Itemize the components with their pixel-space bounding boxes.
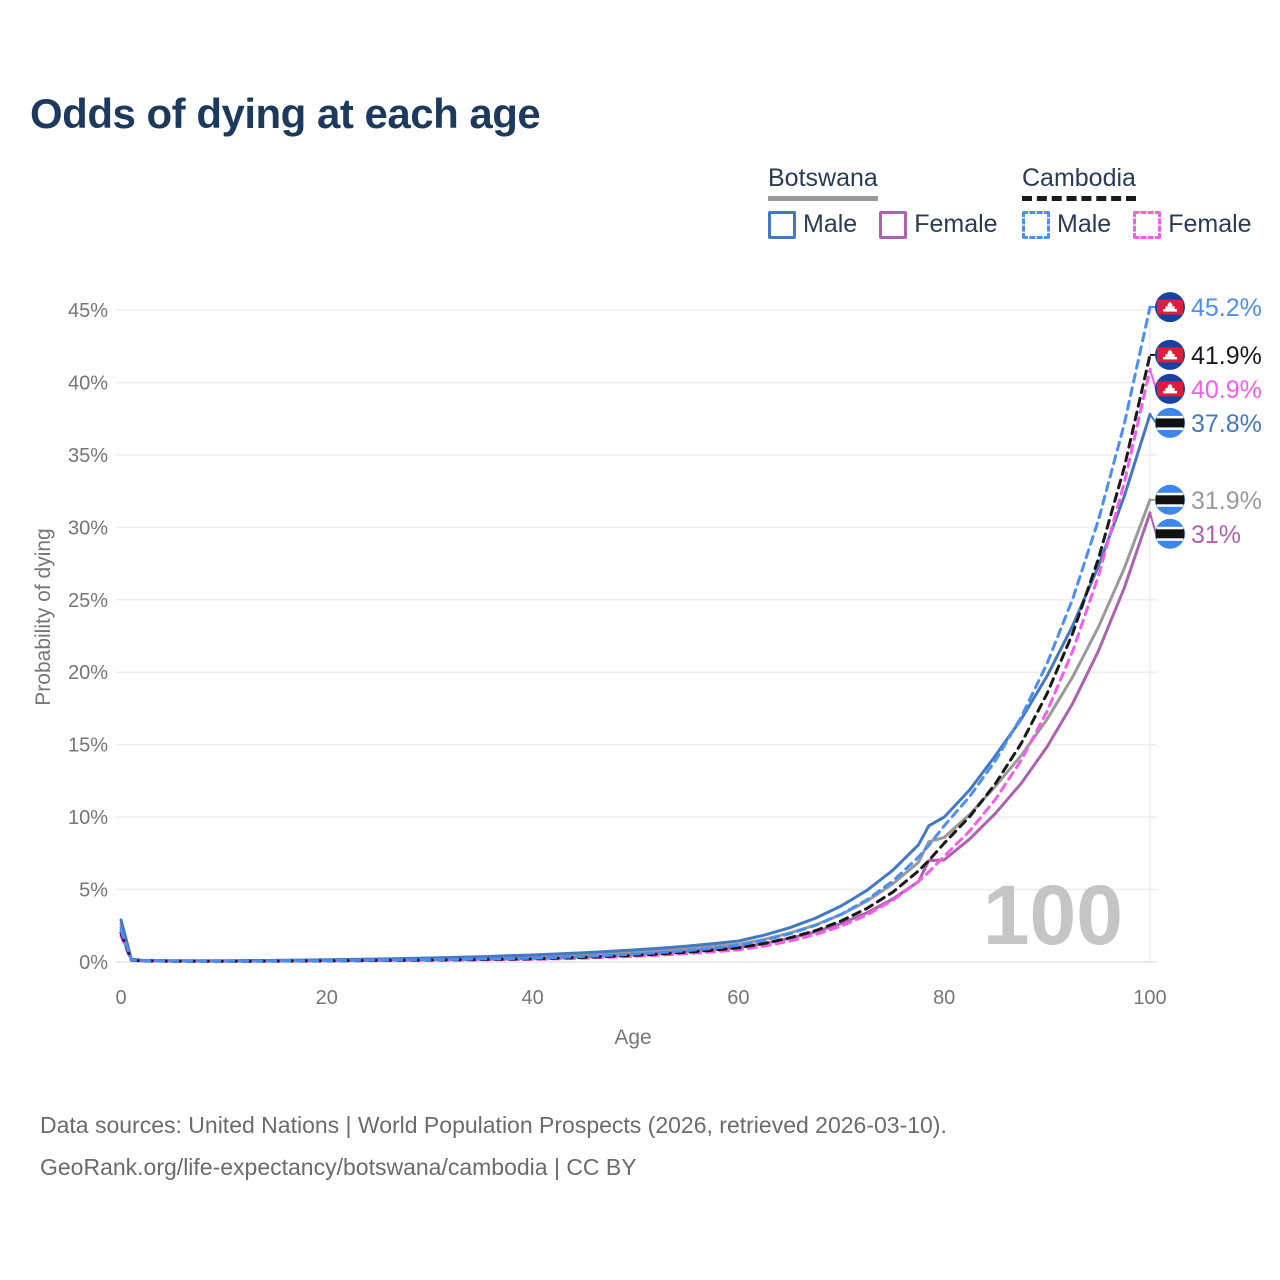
legend-item-botswana-male[interactable]: Male: [768, 210, 857, 239]
series-line-cambodia-male[interactable]: [119, 305, 1152, 963]
botswana-flag-icon-male: [1155, 407, 1185, 438]
y-tick-label: 35%: [68, 445, 108, 467]
y-tick-label: 30%: [68, 517, 108, 539]
footer-data-sources: Data sources: United Nations | World Pop…: [40, 1112, 947, 1138]
legend-item-cambodia-male[interactable]: Male: [1022, 210, 1111, 239]
legend-item-label: Female: [914, 210, 998, 238]
y-tick-label: 5%: [79, 880, 108, 902]
legend-item-label: Male: [1057, 210, 1112, 238]
y-axis-title: Probability of dying: [32, 528, 55, 706]
checkbox-icon[interactable]: [1133, 210, 1162, 239]
cambodia-flag-icon-female: [1155, 373, 1185, 404]
page-title: Odds of dying at each age: [30, 90, 541, 137]
y-tick-label: 15%: [68, 735, 108, 757]
cambodia-flag-icon-male: [1155, 292, 1185, 323]
y-tick-label: 25%: [68, 590, 108, 612]
x-tick-label: 40: [521, 987, 543, 1009]
hover-age-watermark: 100: [983, 868, 1123, 962]
y-tick-label: 40%: [68, 372, 108, 394]
legend-item-cambodia-female[interactable]: Female: [1133, 210, 1252, 239]
end-label-cambodia-female: 40.9%: [1191, 376, 1262, 404]
y-tick-label: 0%: [79, 952, 108, 974]
x-axis-title: Age: [614, 1026, 652, 1049]
x-tick-label: 0: [115, 987, 126, 1009]
x-tick-label: 100: [1133, 987, 1166, 1009]
y-tick-label: 45%: [68, 300, 108, 322]
footer: Data sources: United Nations | World Pop…: [40, 1104, 947, 1188]
end-label-cambodia-male: 45.2%: [1191, 294, 1262, 322]
end-label-botswana-female: 31%: [1191, 521, 1241, 549]
legend-group-botswana: Botswana Male Female: [768, 164, 998, 239]
botswana-flag-icon-all: [1155, 484, 1185, 515]
end-label-botswana-male: 37.8%: [1191, 410, 1262, 438]
legend-header-cambodia: Cambodia: [1022, 164, 1136, 201]
botswana-flag-icon-female: [1155, 518, 1185, 549]
x-tick-label: 20: [316, 987, 338, 1009]
legend-item-label: Male: [803, 210, 858, 238]
legend-item-botswana-female[interactable]: Female: [879, 210, 998, 239]
y-tick-label: 10%: [68, 807, 108, 829]
checkbox-icon[interactable]: [768, 210, 796, 239]
legend-group-cambodia: Cambodia Male Female: [1022, 164, 1252, 239]
legend-item-label: Female: [1168, 210, 1252, 238]
end-label-botswana-all: 31.9%: [1191, 487, 1262, 515]
cambodia-flag-icon-all: [1155, 339, 1185, 370]
legend-header-botswana: Botswana: [768, 164, 878, 201]
x-tick-label: 80: [933, 987, 955, 1009]
x-tick-label: 60: [727, 987, 749, 1009]
footer-attribution: GeoRank.org/life-expectancy/botswana/cam…: [40, 1154, 637, 1180]
checkbox-icon[interactable]: [879, 210, 908, 239]
end-label-cambodia-all: 41.9%: [1191, 342, 1262, 370]
y-tick-label: 20%: [68, 662, 108, 684]
checkbox-icon[interactable]: [1022, 210, 1050, 239]
